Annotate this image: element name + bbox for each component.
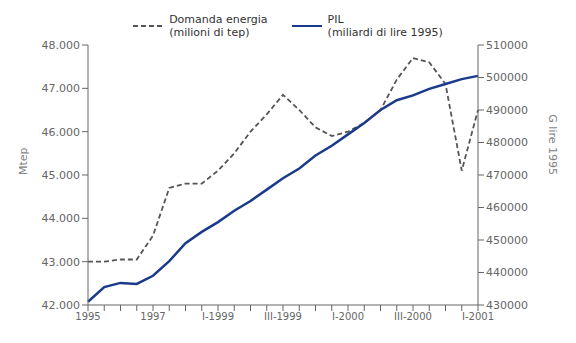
svg-text:47.000: 47.000 xyxy=(42,82,81,95)
svg-text:460000: 460000 xyxy=(486,201,528,214)
svg-text:43.000: 43.000 xyxy=(42,256,81,269)
svg-text:I-2000: I-2000 xyxy=(332,311,364,322)
svg-text:500000: 500000 xyxy=(486,71,528,84)
svg-text:430000: 430000 xyxy=(486,299,528,312)
svg-text:Mtep: Mtep xyxy=(17,147,30,175)
svg-text:510000: 510000 xyxy=(486,39,528,52)
svg-text:42.000: 42.000 xyxy=(42,299,81,312)
svg-text:III-1999: III-1999 xyxy=(264,311,302,322)
svg-text:I-1999: I-1999 xyxy=(202,311,234,322)
svg-text:1995: 1995 xyxy=(75,311,100,322)
svg-text:480000: 480000 xyxy=(486,136,528,149)
svg-text:I-2001: I-2001 xyxy=(462,311,494,322)
html-text:Domanda energia (milioni di te: Domanda energia (milioni di tep) xyxy=(169,13,268,39)
svg-text:G lire 1995: G lire 1995 xyxy=(546,114,559,175)
svg-text:440000: 440000 xyxy=(486,266,528,279)
svg-text:470000: 470000 xyxy=(486,169,528,182)
svg-text:450000: 450000 xyxy=(486,234,528,247)
svg-text:46.000: 46.000 xyxy=(42,126,81,139)
svg-text:48.000: 48.000 xyxy=(42,39,81,52)
svg-text:1997: 1997 xyxy=(140,311,165,322)
svg-text:45.000: 45.000 xyxy=(42,169,81,182)
svg-text:44.000: 44.000 xyxy=(42,212,81,225)
svg-text:490000: 490000 xyxy=(486,104,528,117)
svg-text:III-2000: III-2000 xyxy=(394,311,432,322)
html-text:PIL (miliardi di lire 1995): PIL (miliardi di lire 1995) xyxy=(327,13,443,39)
